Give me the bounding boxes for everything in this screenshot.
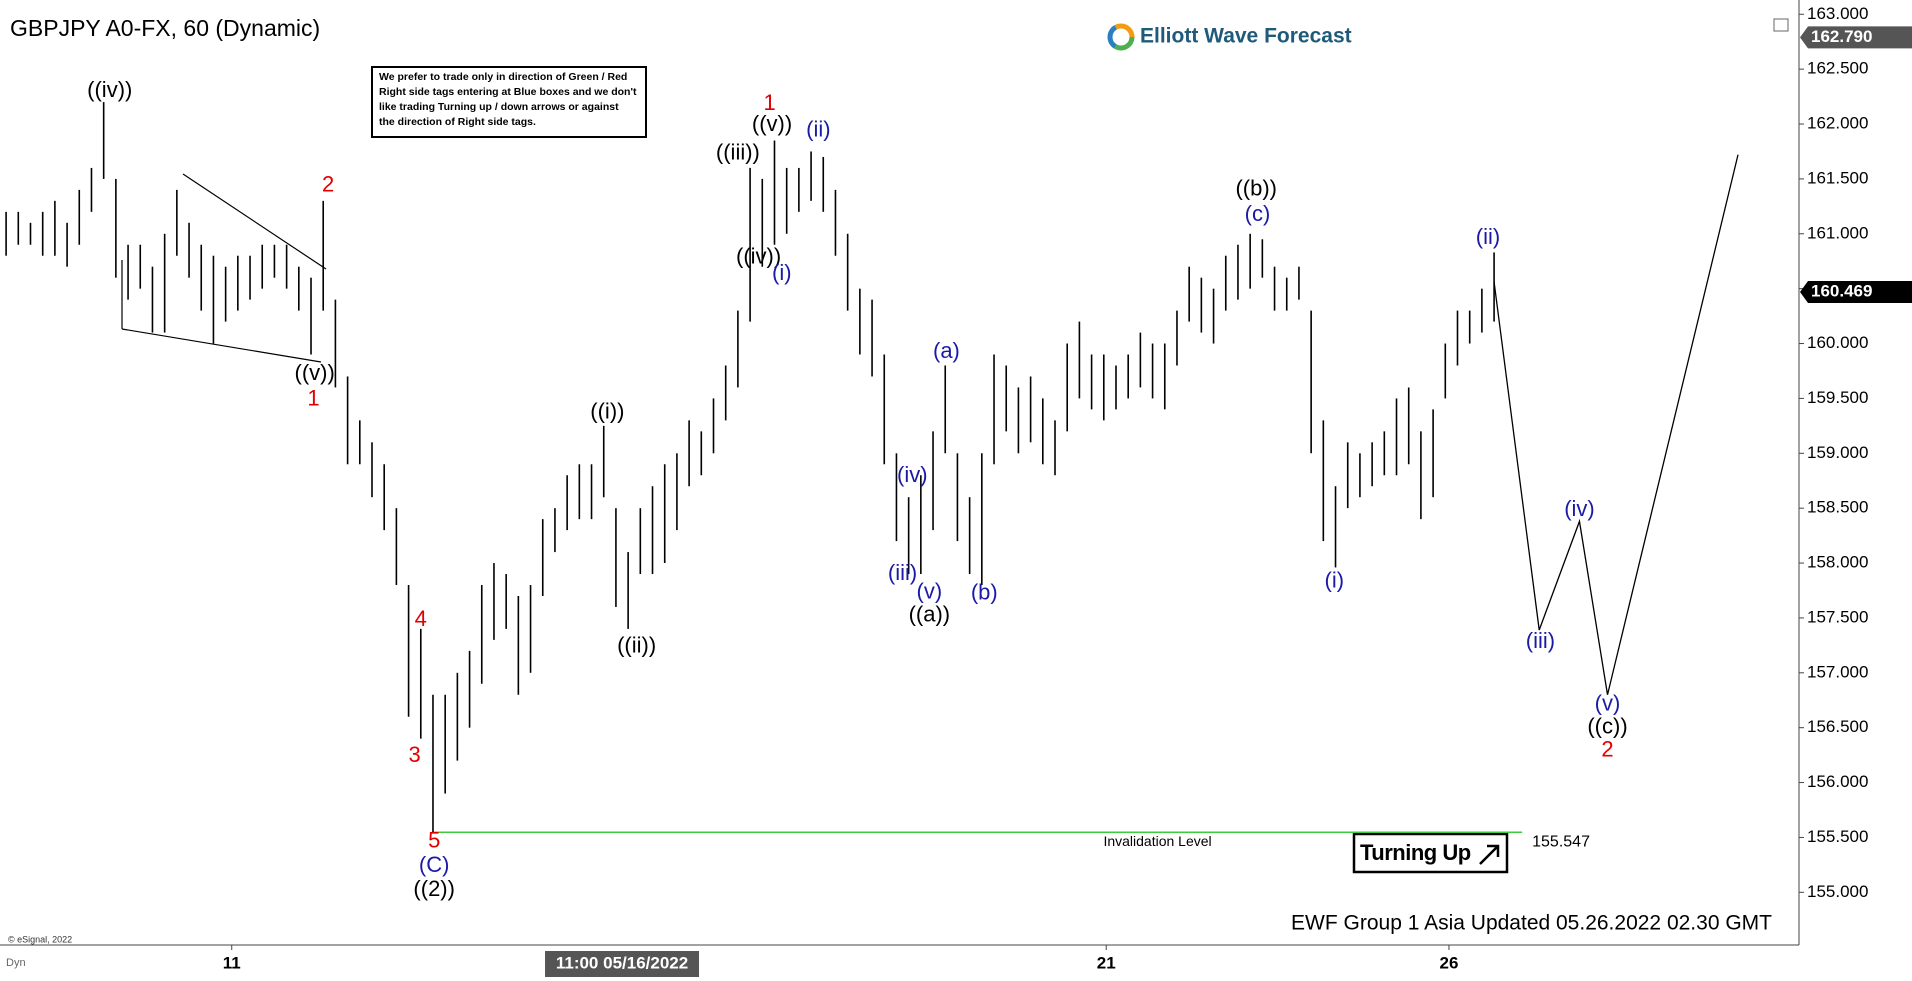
note-line: like trading Turning up / down arrows or… <box>379 101 619 113</box>
logo-text: Elliott Wave Forecast <box>1140 25 1352 48</box>
price-tag-bg <box>1800 281 1912 304</box>
logo: Elliott Wave Forecast <box>1107 23 1352 51</box>
wave-label: ((iv)) <box>87 77 132 102</box>
signal-frame <box>1352 832 1509 874</box>
wave-label: (C) <box>419 852 450 877</box>
wave-label: (iv) <box>1564 496 1595 521</box>
y-tick-label: 160.000 <box>1807 333 1868 352</box>
wave-label: ((iv)) <box>736 244 781 269</box>
wave-label: ((c)) <box>1587 713 1627 738</box>
cursor-label: 11:00 05/16/2022 <box>556 953 688 972</box>
wave-label: ((v)) <box>752 111 792 136</box>
note-line: We prefer to trade only in direction of … <box>379 71 627 83</box>
wave-label: (b) <box>971 580 998 605</box>
wave-label: ((a)) <box>909 602 951 627</box>
wave-label: (ii) <box>806 116 830 141</box>
wave-label: ((b)) <box>1235 176 1277 201</box>
footer: EWF Group 1 Asia Updated 05.26.2022 02.3… <box>1291 912 1772 935</box>
invalidation-text: Invalidation Level <box>1103 833 1211 849</box>
y-tick-label: 159.000 <box>1807 443 1868 462</box>
window-icon[interactable] <box>1773 18 1789 32</box>
price-tag-label: 162.790 <box>1811 27 1872 46</box>
y-tick-label: 157.000 <box>1807 662 1868 681</box>
wave-label: 1 <box>307 385 319 410</box>
note-box <box>371 66 647 138</box>
note-line: Right side tags entering at Blue boxes a… <box>379 86 637 98</box>
y-tick-label: 163.000 <box>1807 4 1868 23</box>
y-tick-label: 156.000 <box>1807 772 1868 791</box>
wave-label: (v) <box>1595 690 1621 715</box>
wave-label: 3 <box>409 742 421 767</box>
wave-label: (iii) <box>1526 628 1555 653</box>
projection-line <box>1493 154 1739 695</box>
y-tick-label: 158.000 <box>1807 553 1868 572</box>
y-tick-label: 155.000 <box>1807 882 1868 901</box>
wave-label: ((ii)) <box>617 632 656 657</box>
signal-text: Turning Up <box>1360 840 1471 865</box>
wave-label: (v) <box>917 578 943 603</box>
y-tick-label: 156.500 <box>1807 717 1868 736</box>
wave-label: (a) <box>933 338 960 363</box>
wave-label: (c) <box>1245 201 1271 226</box>
x-tick-label: 26 <box>1439 953 1458 972</box>
signal-box: Turning Up <box>1352 832 1509 874</box>
corner-label: Dyn <box>6 957 26 969</box>
wave-label: (i) <box>1325 568 1345 593</box>
x-tick-label: 11 <box>223 953 241 972</box>
wave-label: 4 <box>415 606 427 631</box>
wave-label: (iv) <box>897 462 928 487</box>
y-tick-label: 155.500 <box>1807 827 1868 846</box>
y-tick-label: 161.500 <box>1807 168 1868 187</box>
logo-icon <box>1107 23 1135 51</box>
wave-label: ((v)) <box>295 360 335 385</box>
copyright: © eSignal, 2022 <box>8 934 72 944</box>
y-tick-label: 159.500 <box>1807 388 1868 407</box>
y-tick-label: 158.500 <box>1807 498 1868 517</box>
wave-label: 5 <box>428 828 440 853</box>
cursor-label-bg <box>545 951 700 977</box>
wave-label: ((iii)) <box>716 139 760 164</box>
wave-label: (ii) <box>1476 224 1500 249</box>
y-tick-label: 162.500 <box>1807 59 1868 78</box>
price-tag-label: 160.469 <box>1811 282 1872 301</box>
note-line: the direction of Right side tags. <box>379 116 536 128</box>
wave-label: (i) <box>772 260 792 285</box>
y-tick-label: 162.000 <box>1807 114 1868 133</box>
wave-label: ((2)) <box>413 876 455 901</box>
wave-label: (iii) <box>888 560 917 585</box>
triangle-line <box>121 328 322 363</box>
price-tag-bg <box>1800 26 1912 49</box>
triangle-line <box>182 173 327 270</box>
wave-label: 1 <box>763 90 775 115</box>
y-tick-label: 161.000 <box>1807 223 1868 242</box>
invalidation-value: 155.547 <box>1532 833 1590 850</box>
y-tick-label: 157.500 <box>1807 607 1868 626</box>
wave-label: 2 <box>322 171 334 196</box>
wave-label: ((i)) <box>590 398 624 423</box>
chart-title: GBPJPY A0-FX, 60 (Dynamic) <box>10 15 320 41</box>
x-tick-label: 21 <box>1097 953 1116 972</box>
signal-arrow <box>1479 844 1500 865</box>
logo-icon <box>1107 23 1135 51</box>
wave-label: 2 <box>1601 737 1613 762</box>
